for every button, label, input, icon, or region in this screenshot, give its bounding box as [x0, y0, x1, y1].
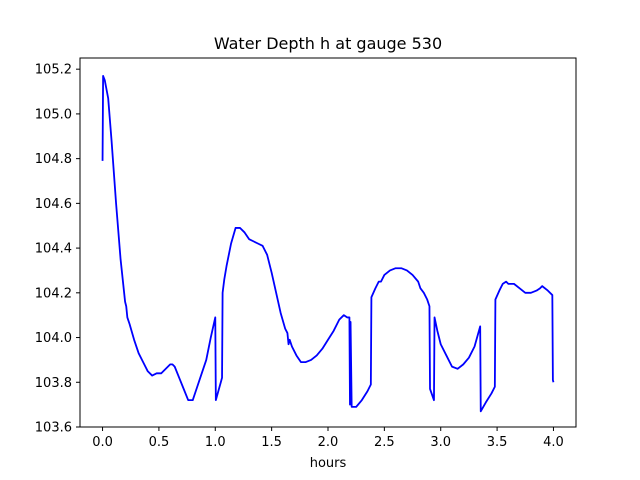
x-tick-label: 4.0 [543, 435, 564, 450]
x-tick-label: 1.5 [261, 435, 282, 450]
series-line-water-depth [101, 74, 555, 413]
x-axis-label: hours [310, 456, 347, 471]
y-tick-label: 103.8 [35, 376, 72, 391]
plot-background [80, 58, 576, 427]
y-tick-label: 104.2 [35, 286, 72, 301]
y-tick-label: 105.0 [35, 107, 72, 122]
x-tick-label: 3.0 [430, 435, 451, 450]
y-tick-label: 104.4 [35, 242, 72, 257]
plot-area [79, 57, 577, 428]
y-tick-label: 105.2 [35, 63, 72, 78]
x-axis-ticks: 0.0 0.5 1.0 1.5 2.0 2.5 3.0 3.5 4.0 [92, 427, 564, 450]
x-tick-label: 1.0 [205, 435, 226, 450]
chart-title: Water Depth h at gauge 530 [214, 34, 442, 53]
y-tick-label: 104.8 [35, 152, 72, 167]
y-tick-label: 103.6 [35, 421, 72, 436]
x-tick-label: 3.5 [487, 435, 508, 450]
y-tick-label: 104.0 [35, 331, 72, 346]
y-tick-label: 104.6 [35, 197, 72, 212]
x-tick-label: 0.0 [92, 435, 113, 450]
x-tick-label: 2.0 [318, 435, 339, 450]
x-tick-label: 0.5 [149, 435, 170, 450]
y-axis-ticks: 103.6 103.8 104.0 104.2 104.4 104.6 104.8 105.0… [35, 63, 80, 436]
x-tick-label: 2.5 [374, 435, 395, 450]
